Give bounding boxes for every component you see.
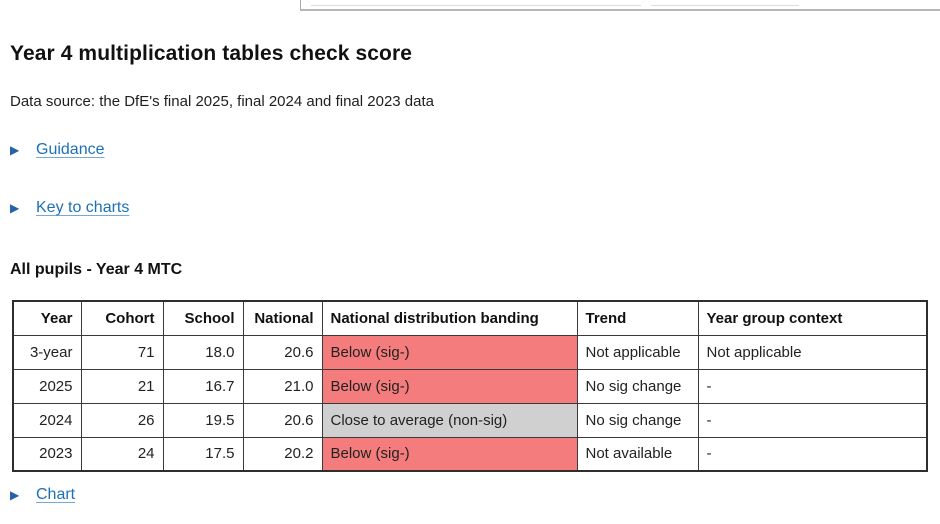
- cell-year: 3-year: [12, 334, 82, 370]
- disclosure-triangle-icon: ▶: [10, 488, 20, 502]
- cell-school: 19.5: [162, 402, 244, 438]
- cell-school: 17.5: [162, 436, 244, 472]
- cell-trend: Not applicable: [576, 334, 699, 370]
- table-row: 2023 24 17.5 20.2 Below (sig-) Not avail…: [12, 436, 928, 472]
- cell-national: 21.0: [242, 368, 323, 404]
- cell-school: 18.0: [162, 334, 244, 370]
- column-header-trend: Trend: [576, 300, 699, 336]
- cell-school: 16.7: [162, 368, 244, 404]
- cell-trend: No sig change: [576, 368, 699, 404]
- cell-trend: Not available: [576, 436, 699, 472]
- cell-national: 20.6: [242, 334, 323, 370]
- cell-national: 20.2: [242, 436, 323, 472]
- cell-banding: Below (sig-): [321, 334, 578, 370]
- disclosure-triangle-icon: ▶: [10, 143, 20, 157]
- column-header-national: National: [242, 300, 323, 336]
- cell-context: -: [697, 402, 928, 438]
- table-row: 3-year 71 18.0 20.6 Below (sig-) Not app…: [12, 334, 928, 370]
- cell-banding: Below (sig-): [321, 436, 578, 472]
- cell-cohort: 21: [80, 368, 164, 404]
- cell-banding: Close to average (non-sig): [321, 402, 578, 438]
- table-row: 2024 26 19.5 20.6 Close to average (non-…: [12, 402, 928, 438]
- mtc-score-table: Year Cohort School National National dis…: [12, 300, 928, 472]
- cell-national: 20.6: [242, 402, 323, 438]
- column-header-year: Year: [12, 300, 82, 336]
- table-header-row: Year Cohort School National National dis…: [12, 300, 928, 336]
- disclosure-triangle-icon: ▶: [10, 201, 20, 215]
- column-header-school: School: [162, 300, 244, 336]
- cell-cohort: 26: [80, 402, 164, 438]
- section-heading: All pupils - Year 4 MTC: [10, 261, 183, 278]
- page-title: Year 4 multiplication tables check score: [10, 42, 413, 65]
- guidance-expander[interactable]: ▶ Guidance: [10, 141, 940, 159]
- cell-trend: No sig change: [576, 402, 699, 438]
- column-header-cohort: Cohort: [80, 300, 164, 336]
- cell-year: 2025: [12, 368, 82, 404]
- cell-year: 2024: [12, 402, 82, 438]
- top-control-left[interactable]: [311, 0, 641, 6]
- report-content: Year 4 multiplication tables check score…: [0, 11, 940, 504]
- cell-context: -: [697, 368, 928, 404]
- column-header-banding: National distribution banding: [321, 300, 578, 336]
- cell-context: Not applicable: [697, 334, 928, 370]
- chart-expander[interactable]: ▶ Chart: [10, 486, 940, 504]
- chart-link[interactable]: Chart: [36, 486, 76, 503]
- key-to-charts-link[interactable]: Key to charts: [36, 199, 130, 216]
- column-header-context: Year group context: [697, 300, 928, 336]
- guidance-link[interactable]: Guidance: [36, 141, 105, 158]
- cell-context: -: [697, 436, 928, 472]
- key-to-charts-expander[interactable]: ▶ Key to charts: [10, 199, 940, 217]
- data-source-text: Data source: the DfE's final 2025, final…: [10, 93, 434, 110]
- cell-year: 2023: [12, 436, 82, 472]
- table-body: 3-year 71 18.0 20.6 Below (sig-) Not app…: [12, 334, 928, 472]
- top-control-right[interactable]: [651, 0, 799, 6]
- cell-banding: Below (sig-): [321, 368, 578, 404]
- cell-cohort: 24: [80, 436, 164, 472]
- table-row: 2025 21 16.7 21.0 Below (sig-) No sig ch…: [12, 368, 928, 404]
- top-panel-cutoff: [300, 0, 940, 11]
- cell-cohort: 71: [80, 334, 164, 370]
